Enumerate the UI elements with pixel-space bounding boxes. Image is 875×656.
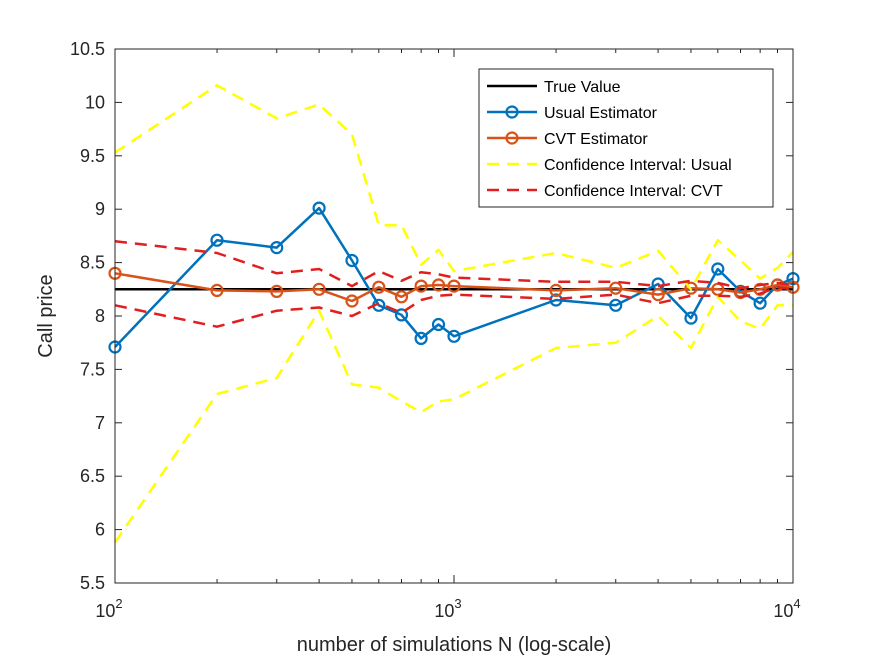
legend-entry: Confidence Interval: CVT xyxy=(544,183,723,200)
data-point xyxy=(609,298,623,312)
data-point xyxy=(270,284,284,298)
legend-marker xyxy=(505,131,519,145)
data-point xyxy=(609,281,623,295)
data-point xyxy=(372,280,386,294)
data-point xyxy=(549,283,563,297)
axes: 5.5 6 6.5 7 7.5 8 8.5 9 9.5 10 10.5 102 103 104 xyxy=(70,39,801,621)
x-tick-label: 104 xyxy=(773,596,800,621)
data-point xyxy=(414,331,428,345)
x-axis-label: number of simulations N (log-scale) xyxy=(297,634,612,656)
y-tick-label: 5.5 xyxy=(80,573,105,593)
y-tick-label: 8.5 xyxy=(80,253,105,273)
y-axis-label: Call price xyxy=(35,274,57,357)
legend: True Value Usual Estimator CVT Estimator Co… xyxy=(478,68,774,208)
y-tick-label: 9 xyxy=(95,199,105,219)
data-point xyxy=(210,233,224,247)
series-line-4 xyxy=(113,295,793,544)
y-tick-label: 6 xyxy=(95,520,105,540)
y-tick-label: 7.5 xyxy=(80,359,105,379)
x-tick-label: 102 xyxy=(95,596,122,621)
data-point xyxy=(753,296,767,310)
series-line-5 xyxy=(114,239,794,290)
y-tick-label: 6.5 xyxy=(80,466,105,486)
y-tick-label: 10.5 xyxy=(70,39,105,59)
data-point xyxy=(210,283,224,297)
data-point xyxy=(312,282,326,296)
y-tick-label: 10 xyxy=(85,92,105,112)
data-point xyxy=(414,279,428,293)
series-line-2 xyxy=(114,272,794,303)
series-layer xyxy=(108,84,800,544)
legend-entry: Usual Estimator xyxy=(544,105,658,122)
data-point xyxy=(394,290,409,304)
x-tick-label: 103 xyxy=(434,596,461,621)
series-line-3 xyxy=(114,84,794,291)
data-point xyxy=(684,311,698,325)
data-point xyxy=(651,288,665,302)
data-point xyxy=(447,329,461,343)
data-point xyxy=(431,317,446,332)
legend-entry: Confidence Interval: Usual xyxy=(544,157,732,174)
y-tick-label: 9.5 xyxy=(80,146,105,166)
y-tick-label: 8 xyxy=(95,306,105,326)
legend-marker xyxy=(505,105,519,119)
legend-entry: CVT Estimator xyxy=(544,131,648,148)
data-point xyxy=(447,279,461,293)
data-point xyxy=(770,278,785,292)
data-point xyxy=(270,241,284,255)
data-point xyxy=(549,293,563,307)
y-tick-label: 7 xyxy=(95,413,105,433)
data-point xyxy=(312,201,326,215)
data-point xyxy=(711,262,725,276)
data-point xyxy=(345,253,359,268)
series-line-6 xyxy=(114,285,794,328)
data-point xyxy=(431,278,446,292)
legend-entry: True Value xyxy=(544,79,621,96)
data-point xyxy=(394,308,409,322)
data-point xyxy=(345,294,359,308)
data-point xyxy=(684,281,698,295)
